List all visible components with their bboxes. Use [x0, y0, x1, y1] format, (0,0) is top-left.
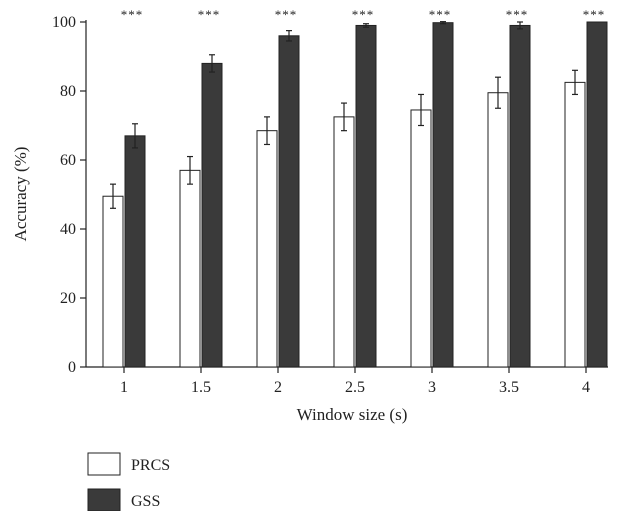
significance-marker: ***	[352, 7, 375, 22]
bar-gss	[201, 62, 223, 368]
significance-marker: ***	[275, 7, 298, 22]
x-tick-label: 1	[120, 379, 128, 396]
legend-swatch-prcs	[87, 452, 121, 476]
bar-prcs	[410, 109, 432, 368]
significance-marker: ***	[506, 7, 529, 22]
bar-prcs	[179, 169, 201, 368]
x-tick-label: 3	[428, 379, 436, 396]
bar-prcs	[256, 130, 278, 368]
x-axis-title: Window size (s)	[297, 405, 408, 424]
legend-swatch-gss	[87, 488, 121, 512]
y-tick-label: 80	[60, 83, 76, 100]
significance-marker: ***	[198, 7, 221, 22]
bar-prcs	[102, 195, 124, 368]
y-tick-label: 40	[60, 221, 76, 238]
y-tick-label: 20	[60, 290, 76, 307]
bar-gss	[586, 21, 608, 368]
bar-gss	[278, 35, 300, 368]
x-tick-label: 4	[582, 379, 590, 396]
bar-gss	[355, 24, 377, 368]
legend-label-gss: GSS	[131, 493, 160, 510]
significance-marker: ***	[583, 7, 606, 22]
x-tick-label: 2	[274, 379, 282, 396]
x-tick-label: 3.5	[499, 379, 519, 396]
significance-marker: ***	[429, 7, 452, 22]
legend-label-prcs: PRCS	[131, 457, 170, 474]
bar-gss	[124, 135, 146, 368]
x-tick-label: 2.5	[345, 379, 365, 396]
significance-marker: ***	[121, 7, 144, 22]
bar-prcs	[333, 116, 355, 368]
bar-prcs	[487, 92, 509, 368]
y-tick-label: 60	[60, 152, 76, 169]
bar-gss	[432, 22, 454, 368]
y-axis-title: Accuracy (%)	[11, 147, 30, 242]
bar-prcs	[564, 81, 586, 368]
y-tick-label: 100	[52, 14, 76, 31]
x-tick-label: 1.5	[191, 379, 211, 396]
y-tick-label: 0	[68, 359, 76, 376]
legend: PRCS GSS	[87, 452, 170, 512]
bar-gss	[509, 24, 531, 368]
